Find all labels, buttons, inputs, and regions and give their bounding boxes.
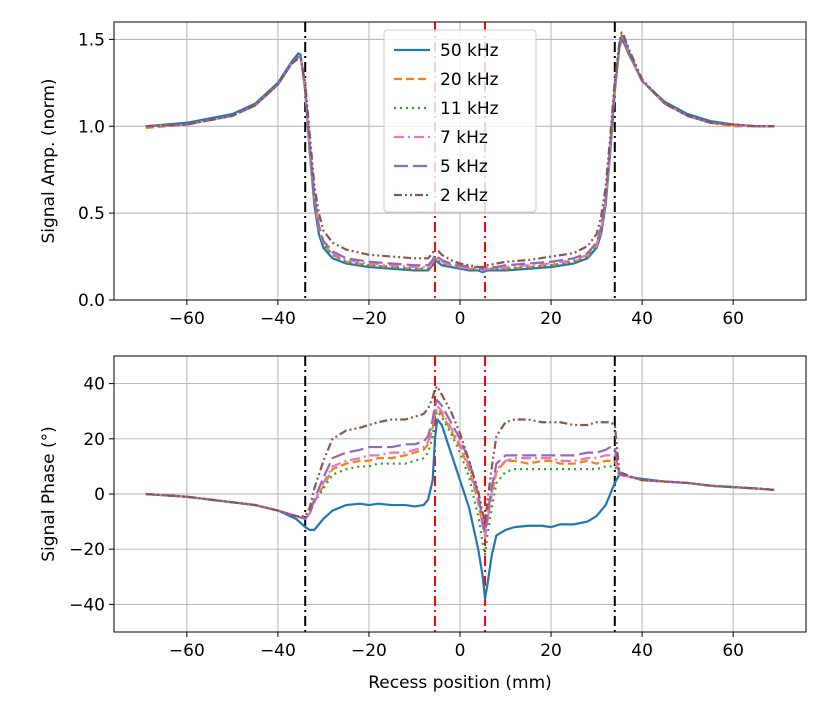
x-tick-label: −60: [169, 309, 205, 329]
x-tick-label: −40: [260, 309, 296, 329]
series-line-11-khz: [145, 410, 775, 556]
legend: 50 kHz 20 kHz 11 kHz 7 kHz 5 kHz 2 kHz: [383, 29, 537, 213]
y-tick-label: 20: [83, 430, 105, 450]
x-tick-label: 20: [540, 309, 562, 329]
x-tick-label: −20: [351, 641, 387, 661]
x-tick-label: 40: [631, 641, 653, 661]
x-tick-label: 40: [631, 309, 653, 329]
series-line-50-khz: [145, 418, 775, 600]
y-tick-label: 1.5: [78, 30, 105, 50]
series-line-2-khz: [145, 385, 775, 523]
y-tick-label: −40: [69, 595, 105, 615]
phase-panel: −60 −40 −20 0 20 40 60 −40 −20 0 20 40 Signal Phase …: [39, 355, 807, 693]
series-line-7-khz: [145, 34, 775, 272]
y-tick-label: 0.5: [78, 204, 105, 224]
x-axis-label: Recess position (mm): [368, 673, 552, 693]
x-tick-label: 0: [455, 309, 466, 329]
x-tick-label: −60: [169, 641, 205, 661]
y-tick-label: 40: [83, 375, 105, 395]
x-tick-label: 20: [540, 641, 562, 661]
legend-label: 5 kHz: [440, 157, 488, 177]
y-tick-label: −20: [69, 540, 105, 560]
y-tick-label: 0.0: [78, 291, 105, 311]
y-tick-label: 0: [94, 485, 105, 505]
x-tick-label: 60: [722, 641, 744, 661]
y-axis-label: Signal Amp. (norm): [39, 78, 59, 243]
series-line-2-khz: [145, 31, 775, 269]
series-line-7-khz: [145, 404, 775, 540]
x-tick-label: 60: [722, 309, 744, 329]
x-tick-label: −40: [260, 641, 296, 661]
x-tick-label: −20: [351, 309, 387, 329]
legend-label: 20 kHz: [440, 70, 499, 90]
y-tick-label: 1.0: [78, 117, 105, 137]
legend-label: 11 kHz: [440, 99, 499, 119]
legend-label: 50 kHz: [440, 41, 499, 61]
legend-label: 7 kHz: [440, 128, 488, 148]
legend-label: 2 kHz: [440, 186, 488, 206]
x-tick-label: 0: [455, 641, 466, 661]
y-axis-label: Signal Phase (°): [39, 426, 59, 562]
series-line-5-khz: [145, 399, 775, 534]
